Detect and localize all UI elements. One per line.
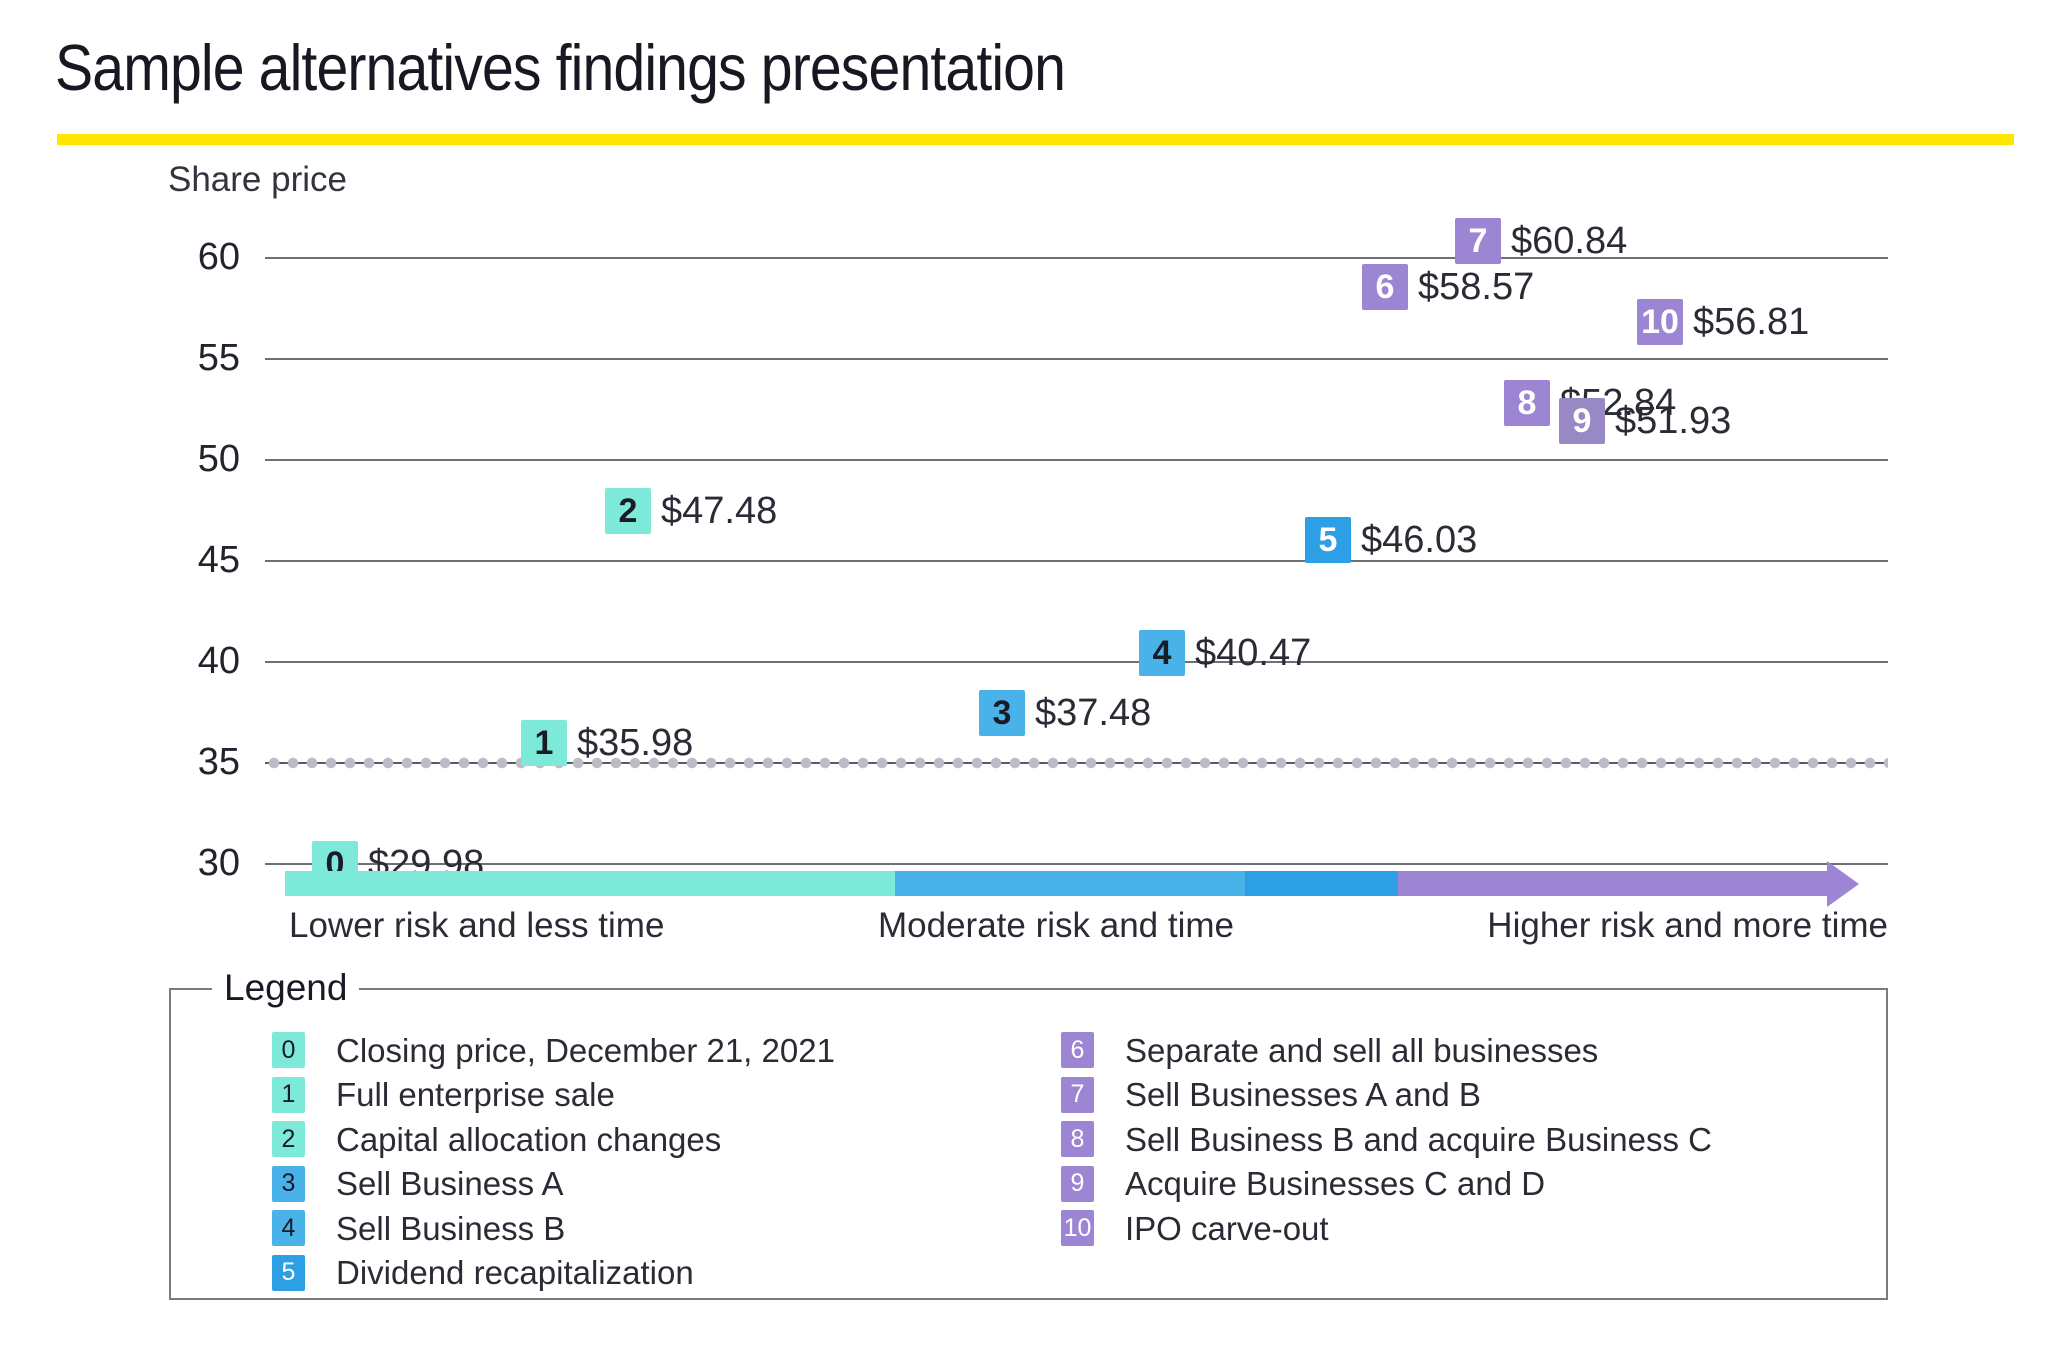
point-price-label-5: $46.03 [1361, 519, 1478, 562]
data-point-2: 2 $47.48 [605, 487, 777, 534]
arrow-segment-purple [1398, 871, 1827, 896]
point-price-label-9: $51.93 [1615, 400, 1732, 442]
data-point-6: 6 $58.57 [1362, 263, 1534, 310]
legend-column-right: 6 Separate and sell all businesses 7 Sell B… [1061, 1028, 1712, 1251]
legend-item-8: 8 Sell Business B and acquire Business C [1061, 1117, 1712, 1162]
point-price-label-4: $40.47 [1195, 631, 1312, 674]
point-badge-10: 10 [1637, 299, 1683, 346]
point-price-label-10: $56.81 [1693, 301, 1810, 344]
legend-item-label-7: Sell Businesses A and B [1125, 1076, 1481, 1114]
legend-item-4: 4 Sell Business B [272, 1206, 835, 1251]
point-badge-4: 4 [1139, 629, 1185, 676]
legend-item-badge-8: 8 [1061, 1121, 1094, 1158]
legend-item-badge-5: 5 [272, 1254, 305, 1291]
y-tick-label-30: 30 [197, 842, 240, 884]
y-tick-label-45: 45 [197, 539, 240, 581]
arrow-segment-blue [895, 871, 1245, 896]
legend-item-3: 3 Sell Business A [272, 1162, 835, 1207]
arrow-segment-blue_deep [1245, 871, 1398, 896]
y-tick-label-40: 40 [197, 640, 240, 682]
page-title: Sample alternatives findings presentatio… [55, 31, 1066, 104]
legend-item-10: 10 IPO carve-out [1061, 1206, 1712, 1251]
point-price-label-3: $37.48 [1035, 691, 1152, 734]
y-axis-title: Share price [168, 160, 347, 199]
point-badge-8: 8 [1504, 379, 1550, 426]
arrow-segment-teal [285, 871, 895, 896]
point-badge-1: 1 [521, 720, 567, 767]
point-badge-2: 2 [605, 487, 651, 534]
point-badge-7: 7 [1455, 218, 1501, 265]
legend-item-label-9: Acquire Businesses C and D [1125, 1165, 1546, 1203]
x-axis-label-1: Lower risk and less time [289, 906, 665, 945]
legend-item-badge-7: 7 [1061, 1076, 1094, 1113]
legend-item-label-4: Sell Business B [336, 1209, 566, 1247]
y-tick-label-50: 50 [197, 438, 240, 480]
legend-item-badge-0: 0 [272, 1032, 305, 1069]
legend-item-2: 2 Capital allocation changes [272, 1117, 835, 1162]
legend-item-label-3: Sell Business A [336, 1165, 564, 1203]
legend-item-label-8: Sell Business B and acquire Business C [1125, 1120, 1712, 1158]
legend-item-badge-4: 4 [272, 1210, 305, 1247]
legend-item-label-5: Dividend recapitalization [336, 1254, 694, 1292]
y-tick-label-55: 55 [197, 337, 240, 379]
gridline-40 [265, 661, 1888, 663]
legend-column-left: 0 Closing price, December 21, 2021 1 Full e… [272, 1028, 835, 1295]
point-badge-5: 5 [1305, 517, 1351, 564]
baseline-dotted-gridline-35 [265, 757, 1888, 769]
gridline-45 [265, 560, 1888, 562]
legend-item-1: 1 Full enterprise sale [272, 1073, 835, 1118]
legend-item-7: 7 Sell Businesses A and B [1061, 1073, 1712, 1118]
data-point-8: 8 $52.84 [1504, 379, 1676, 426]
legend-box: Legend 0 Closing price, December 21, 2021… [169, 966, 1888, 1300]
point-price-label-1: $35.98 [577, 722, 694, 765]
legend-item-badge-3: 3 [272, 1165, 305, 1202]
gridline-30 [265, 863, 1888, 865]
gridline-60 [265, 257, 1888, 259]
legend-item-label-2: Capital allocation changes [336, 1120, 722, 1158]
arrow-head-icon [1827, 860, 1859, 907]
point-badge-9: 9 [1559, 398, 1605, 444]
legend-item-label-6: Separate and sell all businesses [1125, 1031, 1599, 1069]
legend-item-label-1: Full enterprise sale [336, 1076, 615, 1114]
legend-item-0: 0 Closing price, December 21, 2021 [272, 1028, 835, 1073]
point-price-label-6: $58.57 [1418, 265, 1535, 308]
data-point-5: 5 $46.03 [1305, 517, 1477, 564]
legend-item-badge-1: 1 [272, 1076, 305, 1113]
legend-item-6: 6 Separate and sell all businesses [1061, 1028, 1712, 1073]
x-axis-label-2: Moderate risk and time [878, 906, 1234, 945]
legend-item-label-0: Closing price, December 21, 2021 [336, 1031, 835, 1069]
legend-item-badge-2: 2 [272, 1121, 305, 1158]
legend-item-9: 9 Acquire Businesses C and D [1061, 1162, 1712, 1207]
data-point-9: 9 $51.93 [1559, 398, 1731, 444]
gridline-50 [265, 459, 1888, 461]
data-point-7: 7 $60.84 [1455, 218, 1627, 265]
legend-item-5: 5 Dividend recapitalization [272, 1251, 835, 1296]
data-point-4: 4 $40.47 [1139, 629, 1311, 676]
point-price-label-7: $60.84 [1511, 220, 1628, 263]
title-underline [57, 134, 2014, 145]
data-point-10: 10 $56.81 [1637, 299, 1809, 346]
y-tick-label-35: 35 [197, 741, 240, 783]
y-tick-label-60: 60 [197, 236, 240, 278]
data-point-1: 1 $35.98 [521, 720, 693, 767]
point-badge-3: 3 [979, 689, 1025, 736]
legend-item-badge-6: 6 [1061, 1032, 1094, 1069]
gridline-55 [265, 358, 1888, 360]
data-point-3: 3 $37.48 [979, 689, 1151, 736]
legend-item-badge-10: 10 [1061, 1210, 1094, 1247]
legend-item-badge-9: 9 [1061, 1165, 1094, 1202]
legend-title: Legend [212, 966, 360, 1011]
legend-item-label-10: IPO carve-out [1125, 1209, 1329, 1247]
point-price-label-2: $47.48 [661, 489, 778, 532]
point-badge-6: 6 [1362, 263, 1408, 310]
x-axis-label-3: Higher risk and more time [1487, 906, 1888, 945]
